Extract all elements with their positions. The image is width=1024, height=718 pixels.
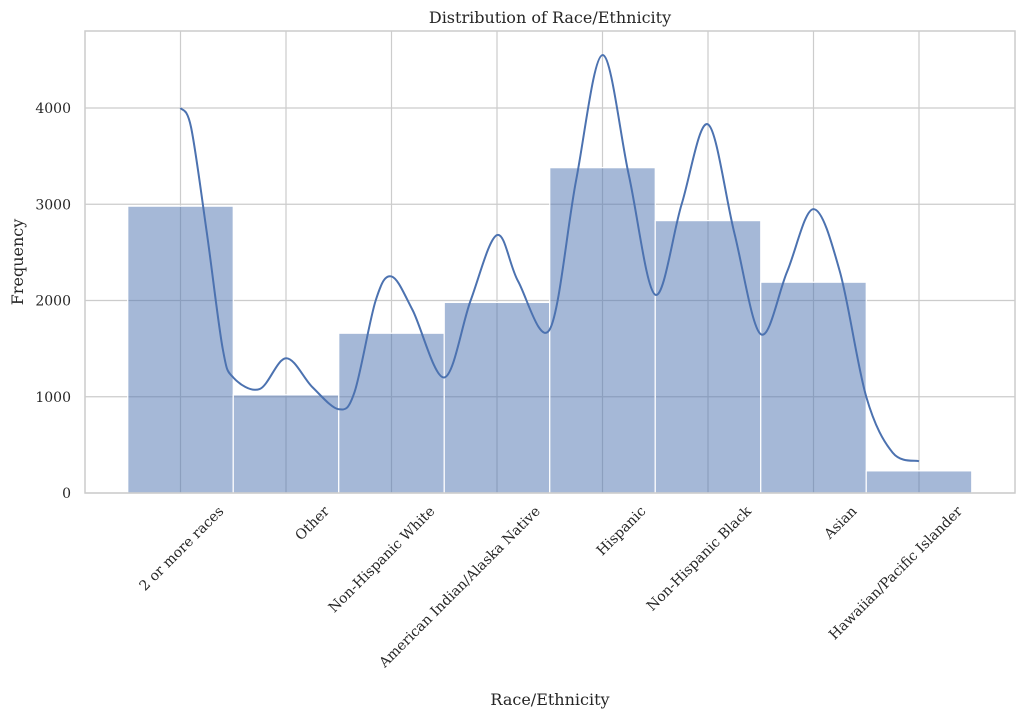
y-axis-label: Frequency	[8, 219, 27, 306]
bar-layer	[127, 167, 973, 494]
histogram-bar	[232, 394, 340, 494]
histogram-bar	[127, 205, 234, 494]
y-tick-label: 1000	[35, 390, 71, 406]
y-tick-label: 4000	[35, 101, 71, 117]
chart-title: Distribution of Race/Ethnicity	[429, 8, 671, 27]
y-tick-label: 3000	[35, 197, 71, 213]
histogram-bar	[865, 470, 973, 494]
histogram-bar	[654, 220, 762, 494]
x-tick-label: 2 or more races	[137, 504, 228, 595]
x-axis-label: Race/Ethnicity	[490, 690, 609, 709]
histogram-bar	[760, 281, 867, 494]
x-tick-label: Asian	[821, 504, 861, 544]
kde-curve	[179, 54, 920, 463]
y-tick-labels: 0 1000 2000 3000 4000	[35, 101, 71, 502]
plot-frame	[84, 30, 1016, 494]
histogram-bar	[549, 167, 656, 494]
x-tick-label: Non-Hispanic White	[326, 504, 439, 617]
y-tick-label: 2000	[35, 294, 71, 310]
x-tick-label: Other	[292, 503, 333, 544]
x-tick-label: Non-Hispanic Black	[644, 503, 755, 614]
x-tick-label: Hispanic	[594, 503, 650, 559]
histogram-bar	[338, 332, 445, 494]
y-tick-label: 0	[62, 486, 71, 502]
histogram-bar	[443, 301, 551, 494]
